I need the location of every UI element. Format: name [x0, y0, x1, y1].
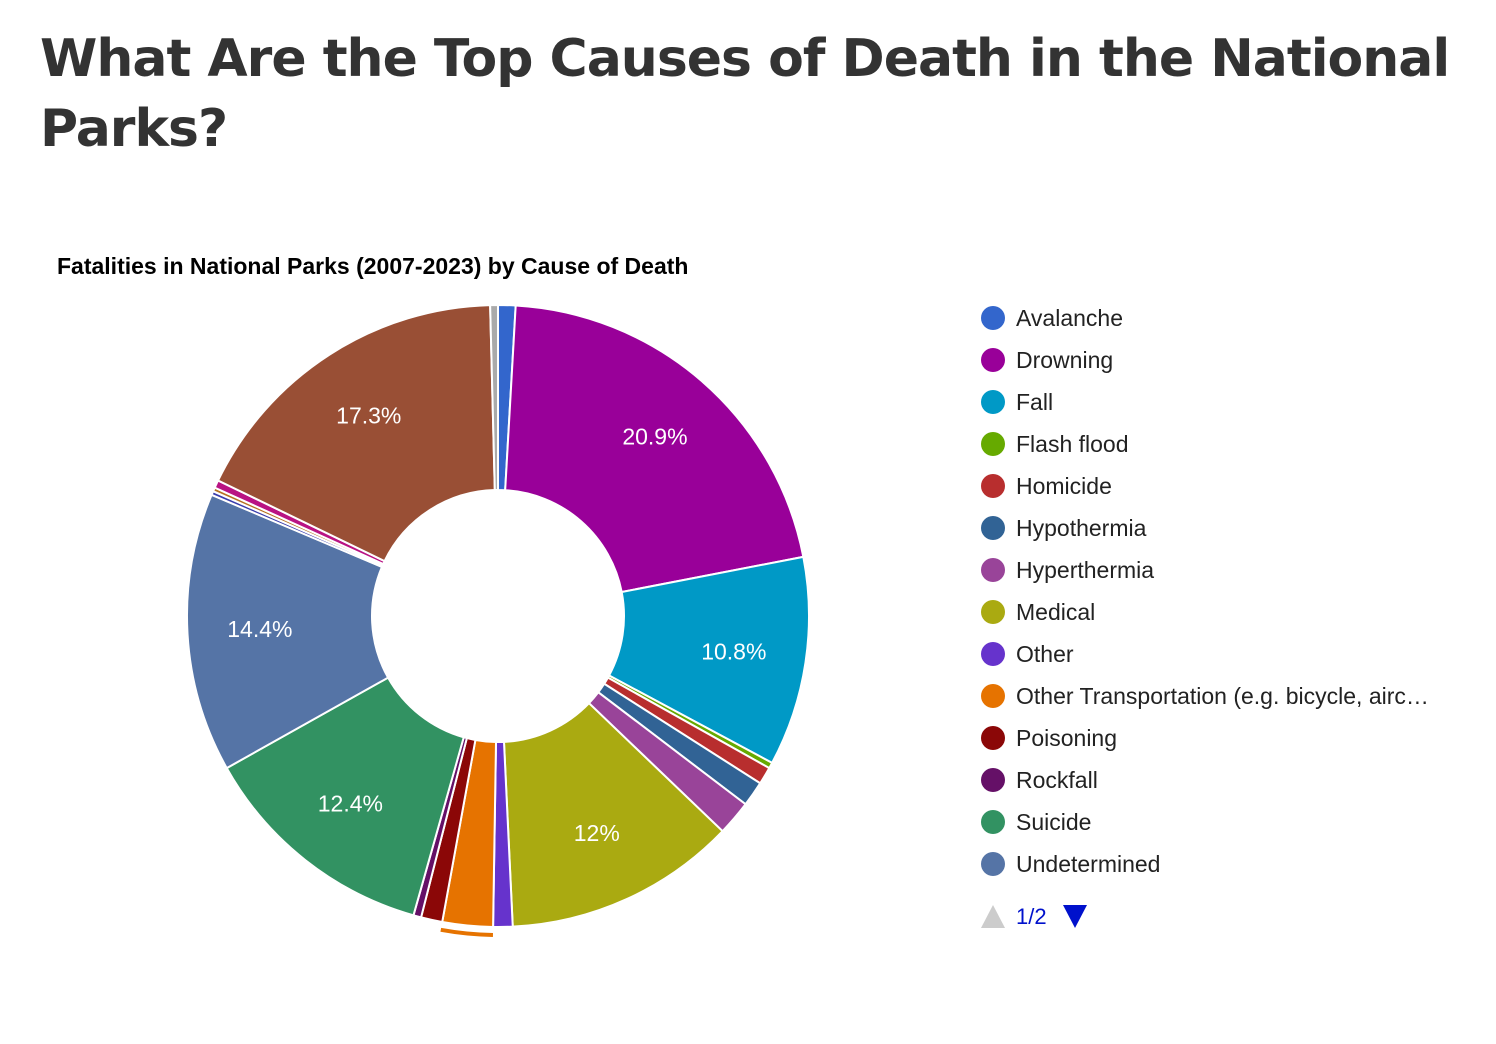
- legend-label: Rockfall: [1016, 767, 1098, 793]
- chart-title: Fatalities in National Parks (2007-2023)…: [57, 253, 688, 279]
- legend-swatch: [981, 600, 1005, 624]
- slice-suicide[interactable]: [225, 676, 465, 917]
- slice-drowning[interactable]: [504, 304, 805, 594]
- legend-item-avalanche[interactable]: Avalanche: [981, 305, 1123, 331]
- legend-label: Undetermined: [1016, 851, 1160, 877]
- legend-swatch: [981, 810, 1005, 834]
- legend-item-fall[interactable]: Fall: [981, 389, 1053, 415]
- page-title: What Are the Top Causes of Death in the …: [40, 29, 1450, 159]
- legend-swatch: [981, 474, 1005, 498]
- legend-label: Avalanche: [1016, 305, 1123, 331]
- legend-swatch: [981, 852, 1005, 876]
- slice-unlabeled-17[interactable]: [216, 304, 496, 563]
- legend-item-flash-flood[interactable]: Flash flood: [981, 431, 1129, 457]
- legend-swatch: [981, 684, 1005, 708]
- data-label: 12%: [574, 820, 620, 846]
- legend-item-other-transportation-e-g-bicycle-aircraft[interactable]: Other Transportation (e.g. bicycle, airc…: [981, 683, 1429, 709]
- legend-label: Poisoning: [1016, 725, 1117, 751]
- legend-item-other[interactable]: Other: [981, 641, 1074, 667]
- legend-page-indicator: 1/2: [1016, 904, 1047, 929]
- data-label: 12.4%: [318, 790, 383, 816]
- legend-label: Medical: [1016, 599, 1095, 625]
- legend-label: Hypothermia: [1016, 515, 1147, 541]
- legend-item-hyperthermia[interactable]: Hyperthermia: [981, 557, 1154, 583]
- data-label: 14.4%: [227, 616, 292, 642]
- legend-swatch: [981, 432, 1005, 456]
- legend-item-homicide[interactable]: Homicide: [981, 473, 1112, 499]
- legend-label: Other: [1016, 641, 1074, 667]
- legend-swatch: [981, 306, 1005, 330]
- data-label: 17.3%: [336, 403, 401, 429]
- data-label: 10.8%: [701, 639, 766, 665]
- legend-swatch: [981, 516, 1005, 540]
- legend-page-up-icon[interactable]: [981, 905, 1005, 928]
- legend-label: Suicide: [1016, 809, 1091, 835]
- legend-label: Fall: [1016, 389, 1053, 415]
- legend-item-drowning[interactable]: Drowning: [981, 347, 1113, 373]
- legend-swatch: [981, 348, 1005, 372]
- legend-swatch: [981, 726, 1005, 750]
- legend-swatch: [981, 558, 1005, 582]
- legend-label: Hyperthermia: [1016, 557, 1154, 583]
- legend-page-down-icon[interactable]: [1063, 905, 1087, 928]
- legend-swatch: [981, 390, 1005, 414]
- legend-item-medical[interactable]: Medical: [981, 599, 1095, 625]
- legend-item-rockfall[interactable]: Rockfall: [981, 767, 1098, 793]
- slice-highlight-ring: [440, 927, 493, 937]
- legend-label: Flash flood: [1016, 431, 1129, 457]
- legend-item-suicide[interactable]: Suicide: [981, 809, 1091, 835]
- legend-label: Other Transportation (e.g. bicycle, airc…: [1016, 683, 1429, 709]
- data-label: 20.9%: [622, 423, 687, 449]
- legend-swatch: [981, 642, 1005, 666]
- legend-item-poisoning[interactable]: Poisoning: [981, 725, 1117, 751]
- legend: Avalanche Drowning Fall Flash flood Homicide…: [981, 305, 1429, 929]
- legend-label: Homicide: [1016, 473, 1112, 499]
- legend-swatch: [981, 768, 1005, 792]
- legend-label: Drowning: [1016, 347, 1113, 373]
- legend-item-hypothermia[interactable]: Hypothermia: [981, 515, 1147, 541]
- donut-slices: 20.9% 10.8% 12% 12.4% 14.4% 17.3%: [186, 303, 810, 937]
- slice-fall[interactable]: [607, 555, 810, 765]
- slice-medical[interactable]: [502, 701, 724, 928]
- slice-unlabeled-18[interactable]: [489, 303, 499, 492]
- legend-item-undetermined[interactable]: Undetermined: [981, 851, 1160, 877]
- slice-undetermined[interactable]: [186, 493, 390, 770]
